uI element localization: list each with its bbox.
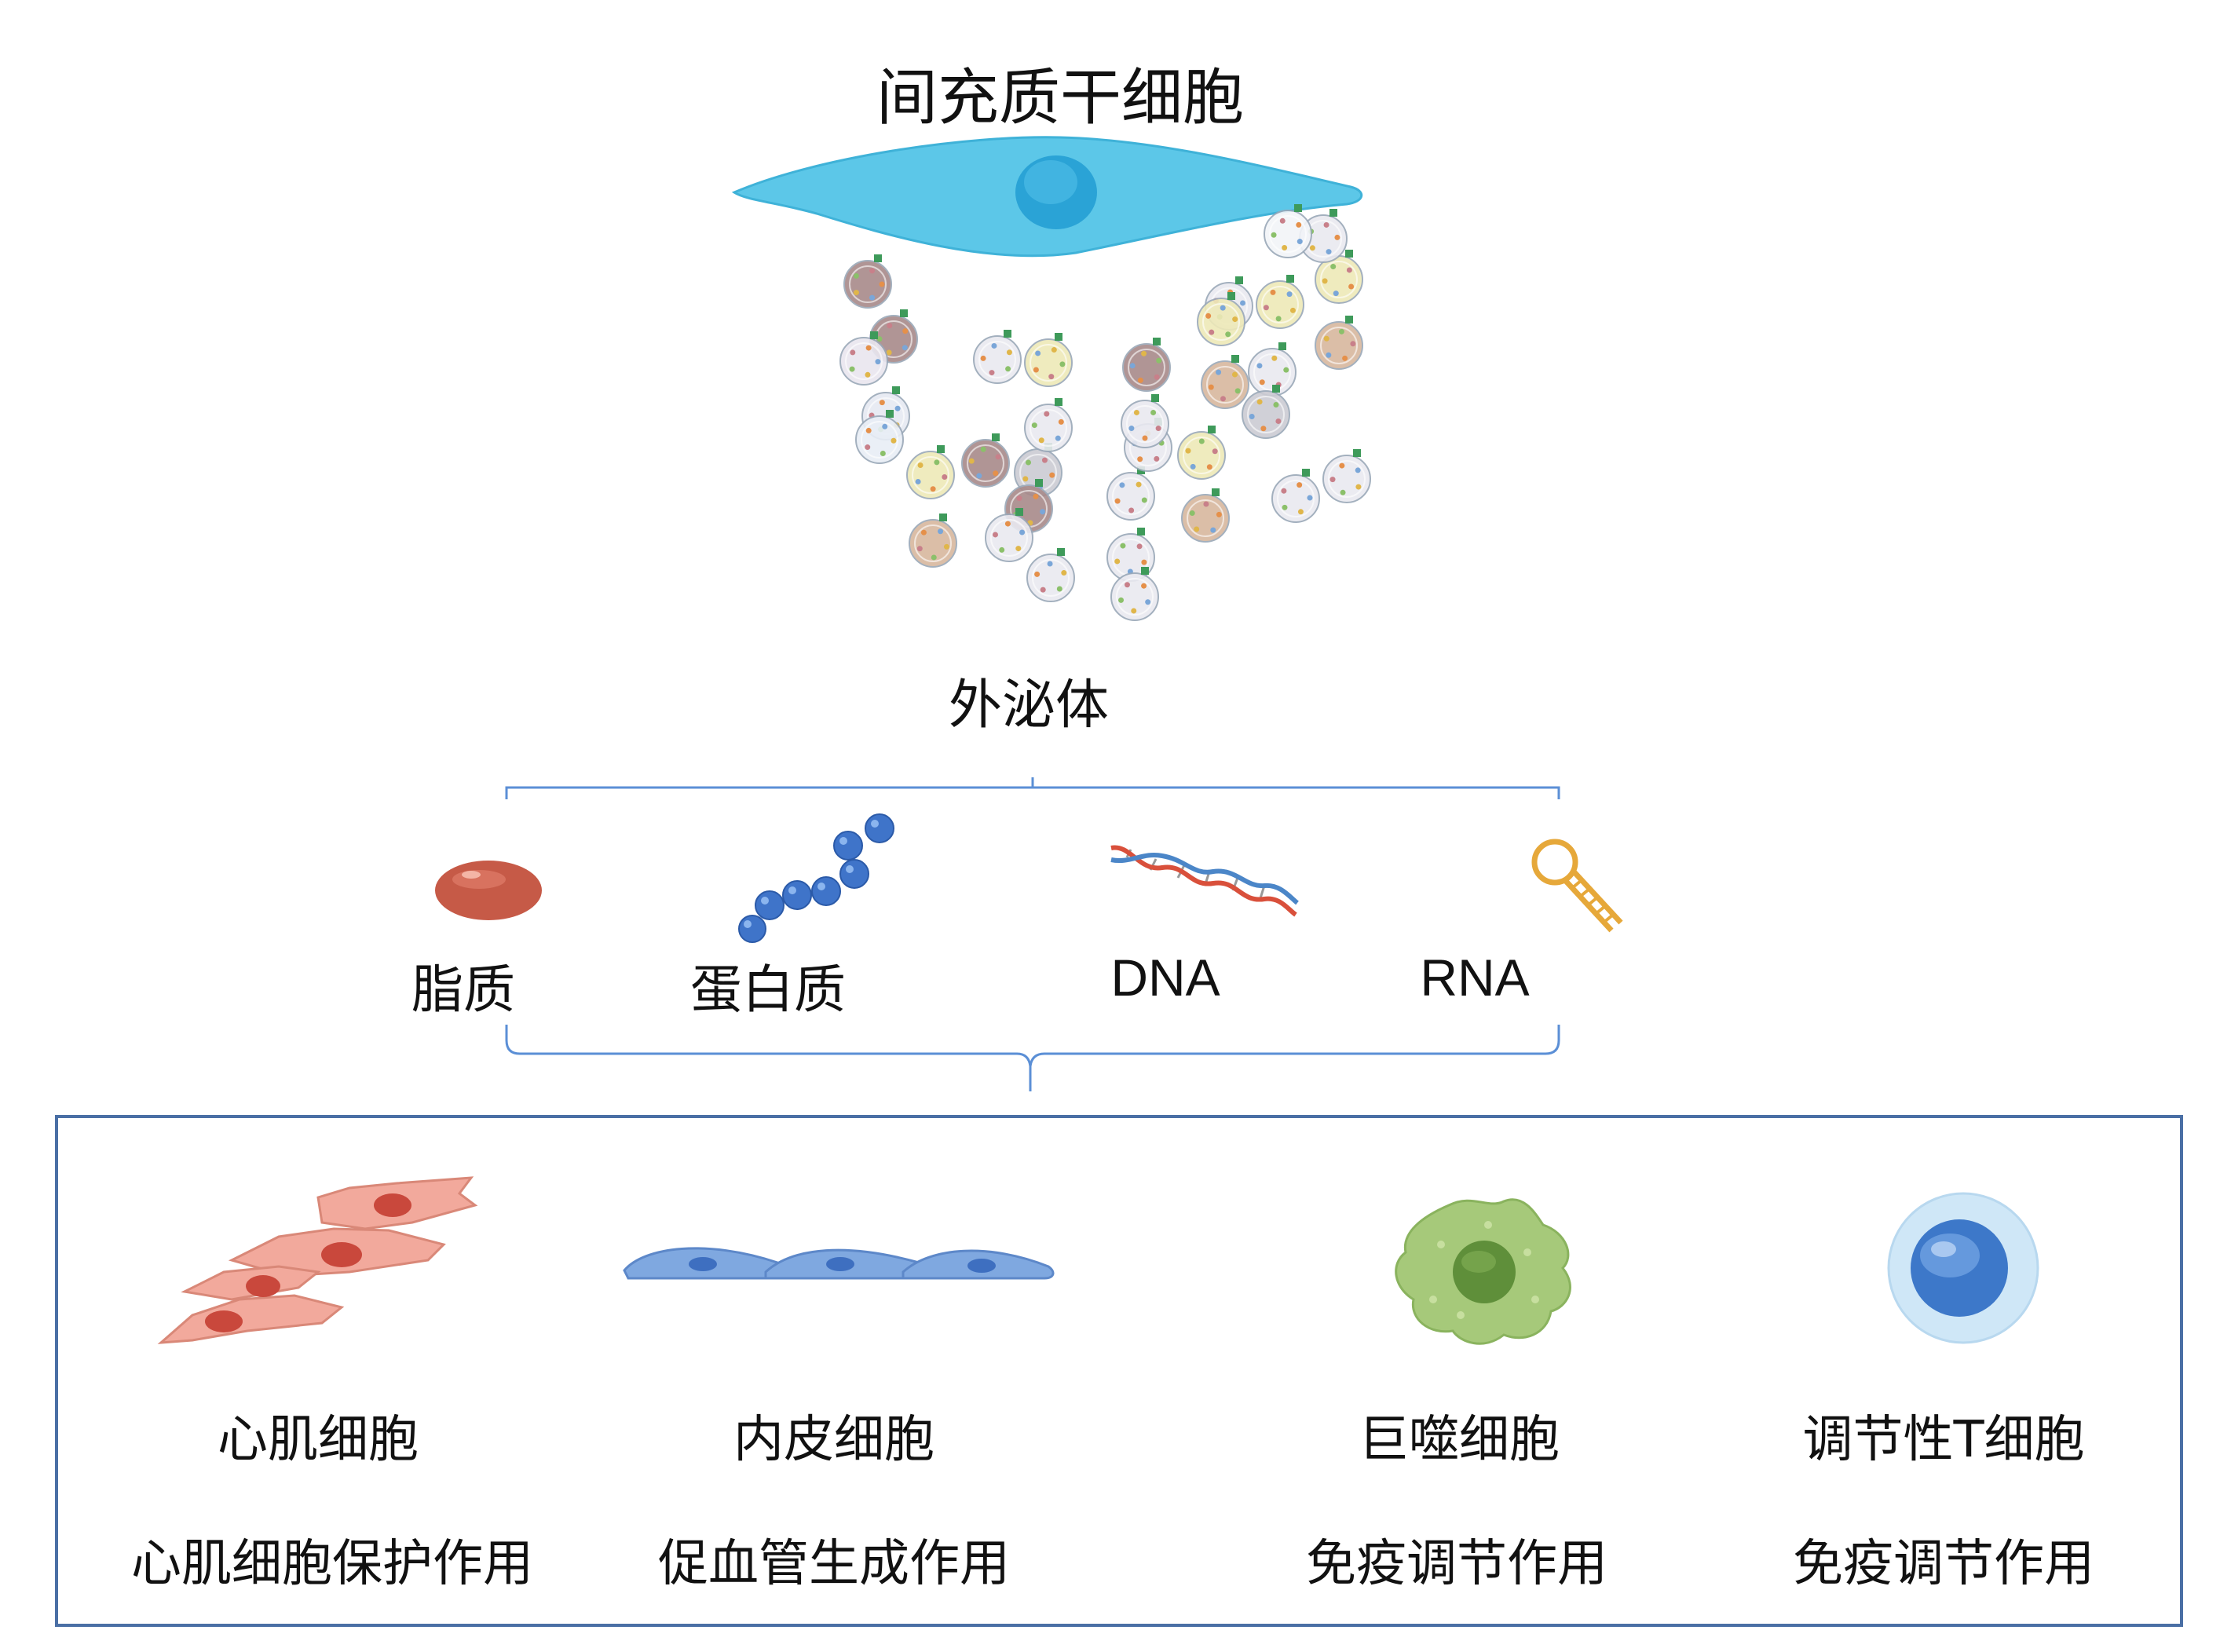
endothelial-cell-icon — [623, 1247, 1055, 1280]
exosome-vesicle — [973, 330, 1022, 384]
exosome-vesicle — [1121, 394, 1169, 448]
cargo-label-dna: DNA — [1110, 948, 1220, 1007]
dna-helix-icon — [1110, 845, 1299, 917]
exosome-vesicle — [1256, 275, 1304, 329]
exosome-vesicle — [909, 514, 957, 568]
cargo-label-lipid: 脂质 — [411, 959, 515, 1020]
exosome-vesicle — [1197, 292, 1245, 346]
exosome-label: 外泌体 — [948, 674, 1110, 736]
cargo-label-protein: 蛋白质 — [690, 959, 846, 1020]
cell-label-cardiomyocyte: 心肌细胞 — [218, 1411, 419, 1469]
exosome-vesicle — [1264, 204, 1312, 258]
lipid-droplet-icon — [435, 861, 542, 920]
effect-label-macrophage: 免疫调节作用 — [1306, 1535, 1607, 1593]
effect-label-treg: 免疫调节作用 — [1793, 1535, 2094, 1593]
exosome-vesicle — [1248, 342, 1297, 397]
effect-label-endothelial: 促血管生成作用 — [658, 1535, 1010, 1593]
exosome-vesicle — [1242, 385, 1290, 439]
effect-label-cardiomyocyte: 心肌细胞保护作用 — [131, 1535, 533, 1593]
exosome-vesicle — [1024, 333, 1073, 387]
exosome-vesicle — [1026, 548, 1075, 602]
exosome-vesicle — [855, 410, 904, 464]
cell-label-endothelial: 内皮细胞 — [733, 1411, 934, 1469]
cardiomyocyte-icon — [157, 1176, 478, 1344]
exosome-vesicle — [1110, 567, 1159, 621]
target-cells-box — [55, 1115, 2183, 1627]
macrophage-icon — [1395, 1198, 1571, 1345]
exosome-vesicle — [839, 331, 888, 386]
exosome-vesicle — [1181, 488, 1230, 543]
exosome-vesicle — [843, 254, 892, 309]
exosome-vesicle — [1201, 355, 1249, 409]
exosome-vesicle — [1322, 449, 1371, 503]
rna-hairpin-icon — [1531, 839, 1623, 933]
exosome-vesicle — [906, 445, 955, 499]
exosome-vesicle — [1177, 426, 1226, 480]
exosome-vesicle — [961, 433, 1010, 488]
cargo-label-rna: RNA — [1420, 948, 1530, 1007]
exosome-vesicle — [1299, 209, 1348, 263]
exosome-vesicle — [1024, 398, 1073, 452]
exosome-vesicle — [985, 508, 1033, 562]
exosome-vesicle — [1315, 316, 1363, 370]
exosome-vesicle — [1271, 469, 1320, 523]
exosome-vesicle — [1122, 338, 1171, 392]
protein-chain-icon — [738, 813, 894, 943]
cell-label-macrophage: 巨噬细胞 — [1359, 1411, 1560, 1469]
treg-cell-icon — [1887, 1192, 2039, 1344]
cell-label-treg: 调节性T细胞 — [1802, 1411, 2085, 1469]
page-title: 间充质干细胞 — [876, 63, 1245, 133]
